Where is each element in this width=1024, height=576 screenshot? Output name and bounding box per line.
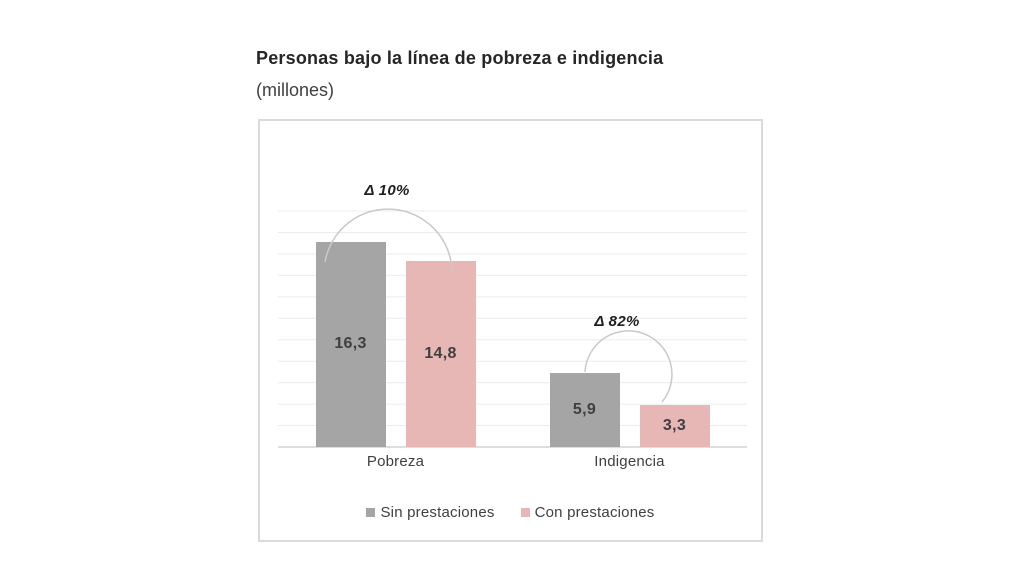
category-label-pobreza: Pobreza [366,453,425,470]
legend-item-con-prestaciones: Con prestaciones [520,504,655,521]
bar-value-label: 16,3 [334,335,367,353]
chart-subtitle: (millones) [256,79,335,100]
legend-label: Con prestaciones [534,504,655,521]
chart-legend: Sin prestaciones Con prestaciones [260,504,761,521]
bar-value-label: 5,9 [572,400,597,418]
bar-indigencia-con-prestaciones: 3,3 [639,405,710,447]
chart-title: Personas bajo la línea de pobreza e indi… [256,48,664,68]
bar-pobreza-sin-prestaciones: 16,3 [315,241,386,447]
bar-value-label: 14,8 [424,344,457,362]
bar-pobreza-con-prestaciones: 14,8 [405,260,476,447]
legend-item-sin-prestaciones: Sin prestaciones [366,504,494,521]
delta-label-indigencia: Δ 82% [594,313,640,330]
chart-plot-area: 16,3 14,8 5,9 3,3 Δ 10% Δ 82% Pobreza Indigen… [258,119,763,542]
category-label-indigencia: Indigencia [594,453,665,470]
chart-header: Personas bajo la línea de pobreza e indi… [256,48,776,101]
legend-label: Sin prestaciones [380,504,495,521]
bar-value-label: 3,3 [662,417,687,435]
legend-marker-icon [366,508,376,517]
legend-marker-icon [520,508,530,517]
bar-indigencia-sin-prestaciones: 5,9 [549,372,620,447]
delta-label-pobreza: Δ 10% [364,182,410,199]
